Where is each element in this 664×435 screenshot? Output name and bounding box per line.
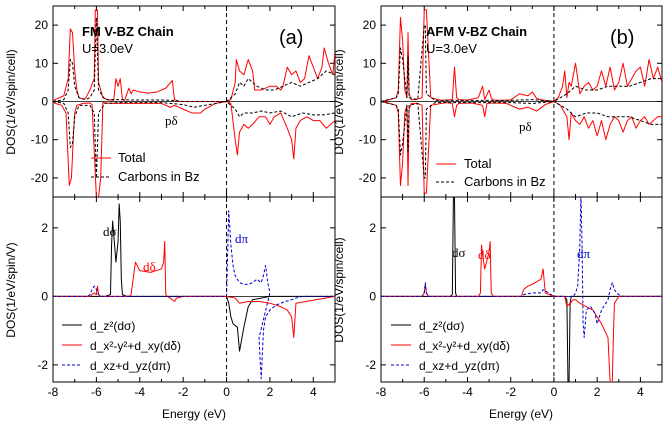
x-tick-label: -4 <box>134 385 145 399</box>
xlabel-a: Energy (eV) <box>162 407 226 421</box>
panel-a-bottom-curves <box>53 197 335 382</box>
ylabel-a-bottom: DOS(1/eV/spin/V) <box>4 242 18 337</box>
x-tick-label: 2 <box>594 385 601 399</box>
panel-b-title: AFM V-BZ Chain <box>426 24 527 39</box>
x-tick-label: -2 <box>505 385 516 399</box>
series-line <box>53 101 335 197</box>
panel-a-label: (a) <box>279 27 303 49</box>
series-line <box>381 101 662 179</box>
panel-b-bottom-ticks: -8 -6 -4 -2 0 2 4 -2 0 2 <box>365 197 663 399</box>
ylabel-a-top: DOS(1/eV/spin/cell) <box>4 49 18 154</box>
ylabel-b-top: DOS(1/eV/spin/cell) <box>332 49 346 154</box>
x-tick-label: 4 <box>310 385 317 399</box>
panel-b-top-ticks: -20 -10 0 10 20 <box>359 6 663 197</box>
y-tick-label: -2 <box>37 358 48 372</box>
x-tick-label: -8 <box>48 385 59 399</box>
panel-b-bottom-frame <box>380 196 663 383</box>
series-line <box>381 9 662 102</box>
legend-b-carbons-label: Carbons in Bz <box>464 174 546 189</box>
panel-a-bottom-frame <box>52 196 336 383</box>
x-tick-label: -2 <box>178 385 189 399</box>
panel-a-top-curves <box>53 6 335 197</box>
panel-a-top-ticks: -20 -10 0 10 20 <box>31 6 336 197</box>
y-tick-label: 0 <box>41 95 48 109</box>
panel-b-bottom-curves <box>381 197 662 382</box>
panel-b-bottom: -8 -6 -4 -2 0 2 4 -2 0 2 dσ dδ dπ d_z²(dσ) d_x²-y… <box>365 196 663 399</box>
panel-b-d-delta-label: dδ <box>478 247 491 262</box>
y-tick-label: 0 <box>369 289 376 303</box>
x-tick-label: -6 <box>91 385 102 399</box>
xlabel-b: Energy (eV) <box>489 407 553 421</box>
y-tick-label: 0 <box>41 289 48 303</box>
x-tick-label: 2 <box>267 385 274 399</box>
series-line <box>53 9 335 102</box>
y-tick-label: -2 <box>365 358 376 372</box>
ylabel-b-bottom: DOS(1/eV/spin/cell) <box>332 237 346 342</box>
series-line <box>53 16 335 102</box>
x-tick-label: 4 <box>637 385 644 399</box>
x-tick-label: -8 <box>376 385 387 399</box>
panel-b-top-curves <box>381 6 662 197</box>
panel-b-d-pi-label: dπ <box>577 246 591 261</box>
y-tick-label: 0 <box>369 95 376 109</box>
legend-total-label: Total <box>118 150 146 165</box>
legend-b-ddelta-label: d_x²-y²+d_xy(dδ) <box>419 339 510 353</box>
x-tick-label: -4 <box>462 385 473 399</box>
legend-b-dpi-label: d_xz+d_yz(dπ) <box>419 359 500 373</box>
y-tick-label: 10 <box>363 56 377 70</box>
series-line <box>381 101 662 194</box>
panel-a-top: -20 -10 0 10 20 (a) FM V-BZ Chain U=3.0eV pδ… <box>31 5 336 198</box>
series-line <box>381 197 662 338</box>
series-line <box>381 24 662 102</box>
y-tick-label: -20 <box>31 171 49 185</box>
series-line <box>53 210 335 380</box>
panel-a-bottom: -8 -6 -4 -2 0 2 4 -2 0 2 dσ dδ dπ d_z²(dσ) d_x²-y… <box>37 196 336 399</box>
panel-a-title: FM V-BZ Chain <box>82 24 174 39</box>
y-tick-label: -10 <box>31 133 49 147</box>
panel-a-p-delta-label: pδ <box>165 113 178 128</box>
legend-dpi-label: d_xz+d_yz(dπ) <box>90 359 171 373</box>
panel-b-u-label: U=3.0eV <box>426 41 477 56</box>
y-tick-label: 2 <box>41 221 48 235</box>
panel-b-d-sigma-label: dσ <box>452 245 466 260</box>
y-tick-label: -20 <box>359 171 377 185</box>
legend-b-total-label: Total <box>464 156 492 171</box>
legend-ddelta-label: d_x²-y²+d_xy(dδ) <box>90 339 181 353</box>
panel-a-d-sigma-label: dσ <box>103 224 117 239</box>
x-tick-label: 0 <box>551 385 558 399</box>
panel-a-d-pi-label: dπ <box>235 231 249 246</box>
legend-dz2-label: d_z²(dσ) <box>90 319 135 333</box>
panel-a-d-delta-label: dδ <box>143 259 156 274</box>
series-line <box>381 241 662 382</box>
panel-b-p-delta-label: pδ <box>519 119 532 134</box>
y-tick-label: -10 <box>359 133 377 147</box>
y-tick-label: 20 <box>363 18 377 32</box>
legend-b-dz2-label: d_z²(dσ) <box>419 319 464 333</box>
x-tick-label: -6 <box>419 385 430 399</box>
panel-b-label: (b) <box>610 27 634 49</box>
panel-a-u-label: U=3.0eV <box>82 41 133 56</box>
legend-carbons-label: Carbons in Bz <box>118 169 200 184</box>
panel-a-bottom-ticks: -8 -6 -4 -2 0 2 4 -2 0 2 <box>37 197 336 399</box>
y-tick-label: 20 <box>35 18 49 32</box>
x-tick-label: 0 <box>223 385 230 399</box>
series-line <box>53 101 335 179</box>
y-tick-label: 2 <box>369 221 376 235</box>
y-tick-label: 10 <box>35 56 49 70</box>
